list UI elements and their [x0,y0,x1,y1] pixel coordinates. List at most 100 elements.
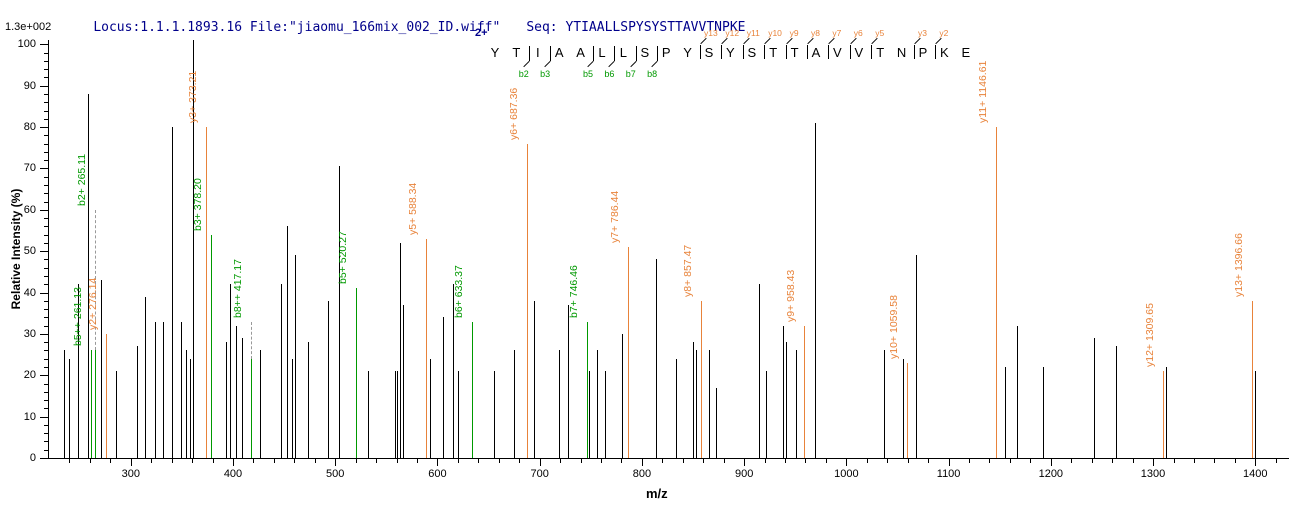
x-minor-tick [662,459,664,463]
y-minor-tick [44,408,48,410]
y-minor-tick [44,276,48,278]
sequence-residue: T [512,45,521,60]
x-minor-tick [212,459,214,463]
x-minor-tick [1030,459,1032,463]
b-ion-peak-label: b5++ 261.13 [72,287,85,347]
b-fragment-marker-diagonal [630,60,637,68]
sequence-residue: E [961,45,971,60]
y-minor-tick [44,118,48,120]
b-ion-peak [587,321,589,458]
b-ion-peak-label: b6+ 633.37 [452,264,465,318]
y-minor-tick [44,433,48,435]
y-fragment-label: y10 [768,28,782,38]
y-ion-peak-label: y9+ 958.43 [784,269,797,322]
y-minor-tick [44,110,48,112]
sequence-residue: V [854,45,864,60]
y-ion-peak [996,127,998,458]
y-minor-tick [44,185,48,187]
y-ion-peak [205,168,207,458]
y-minor-tick [44,218,48,220]
y-minor-tick [44,151,48,153]
peak [656,259,658,458]
sequence-residue: A [554,45,564,60]
x-minor-tick [1214,459,1216,463]
x-minor-tick [621,459,623,463]
x-minor-tick [866,459,868,463]
y-minor-tick [44,449,48,451]
sequence-residue: P [661,45,671,60]
peak [693,342,695,458]
x-tick-label: 300 [121,468,140,480]
peak [291,358,293,458]
x-axis-line [48,458,1289,459]
y-minor-tick [44,325,48,327]
peak [902,358,904,458]
y-fragment-marker-diagonal [785,37,793,45]
peak [1165,367,1167,458]
y-ion-peak-label: y7+ 786.44 [609,190,622,244]
b-ion-peak [355,288,357,458]
y-ion-peak [803,325,805,458]
peak [759,284,761,458]
x-tick-label: 1200 [1038,468,1064,480]
x-minor-tick [396,459,398,463]
y-ion-peak-label: y6+ 687.36 [507,87,520,140]
b-fragment-marker [635,46,637,61]
y-major-tick [40,333,48,335]
peak [400,242,402,458]
x-minor-tick [1173,459,1175,463]
y-tick-label: 20 [23,369,36,382]
peak [225,342,227,458]
y-fragment-marker-diagonal [914,37,921,45]
x-major-tick [130,459,132,466]
x-major-tick [437,459,439,466]
peak [559,350,561,458]
sequence-residue: S [704,45,714,60]
peak-label-leader-line [95,209,97,351]
y-minor-tick [44,60,48,62]
y-minor-tick [44,143,48,145]
y-minor-tick [44,242,48,244]
peak [294,255,296,458]
peak [192,40,194,458]
x-minor-tick [89,459,91,463]
x-minor-tick [171,459,173,463]
x-minor-tick [560,459,562,463]
peak [287,226,289,458]
peak [162,321,164,458]
y-minor-tick [44,400,48,402]
max-intensity-label: 1.3e+002 [5,21,52,33]
peak [709,350,711,458]
header-sequence: YTIAALLSPYSYSTTAVVTNPKE [565,20,746,35]
y-fragment-label: y2 [939,28,949,38]
x-minor-tick [723,459,725,463]
y-fragment-marker [935,45,937,59]
b-fragment-label: b2 [518,69,529,79]
sequence-residue: P [918,45,928,60]
peak [235,325,237,458]
peak [452,284,454,458]
header: Locus:1.1.1.1893.16 File:"jiaomu_166mix_… [62,5,745,50]
x-minor-tick [703,459,705,463]
sequence-residue: A [811,45,821,60]
y-fragment-marker [742,45,744,59]
y-fragment-label: y7 [832,28,842,38]
y-fragment-marker-diagonal [807,37,814,45]
y-fragment-label: y11 [746,28,760,38]
b-ion-peak [471,321,473,458]
y-minor-tick [44,160,48,162]
y-minor-tick [44,317,48,319]
peak [568,304,570,458]
x-minor-tick [805,459,807,463]
x-minor-tick [989,459,991,463]
x-minor-tick [151,459,153,463]
peak [115,371,117,458]
b-ion-peak-label: b7+ 746.46 [568,264,581,318]
sequence-residue: L [619,45,627,60]
x-major-tick [335,459,337,466]
sequence-residue: V [833,45,842,60]
x-minor-tick [907,459,909,463]
peak [442,317,444,458]
peak [596,350,598,458]
x-major-tick [233,459,234,466]
